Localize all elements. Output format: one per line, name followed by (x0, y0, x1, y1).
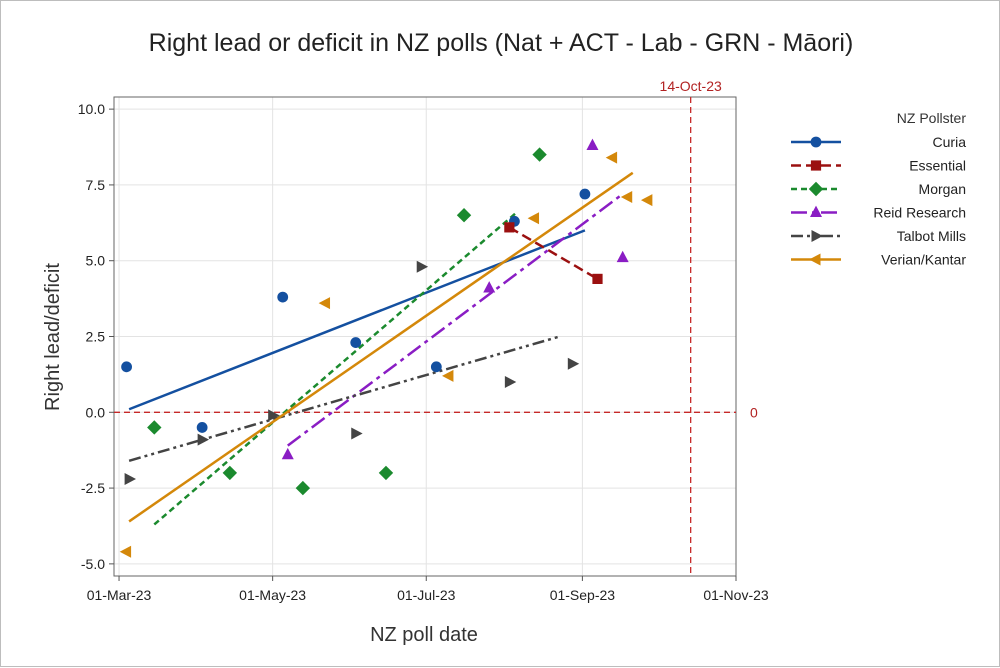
x-tick-label: 01-May-23 (239, 587, 306, 603)
data-point-essential (504, 222, 515, 233)
x-tick-label: 01-Mar-23 (87, 587, 152, 603)
data-point-morgan (456, 208, 472, 223)
trend-line-reid-research (287, 193, 624, 447)
legend: NZ Pollster Curia Essential Morgan Reid Res… (791, 110, 966, 268)
data-point-morgan (222, 465, 238, 481)
data-point-verian-kantar (605, 151, 618, 164)
data-point-reid-research (616, 250, 629, 263)
axis-ticks: 01-Mar-23 01-May-23 01-Jul-23 01-Sep-23 01-N… (78, 101, 769, 603)
data-point-reid-research (281, 447, 294, 460)
legend-label-morgan: Morgan (919, 181, 966, 197)
data-point-curia (430, 361, 442, 373)
legend-label-reid-research: Reid Research (873, 205, 966, 221)
y-tick-label: 0.0 (86, 404, 106, 420)
data-point-curia (121, 361, 132, 373)
trend-line-curia (128, 229, 586, 411)
legend-marker-reid-research (810, 205, 822, 217)
data-point-talbot-mills (567, 357, 580, 370)
y-tick-label: 5.0 (86, 253, 106, 269)
data-markers (119, 138, 653, 558)
trend-line-essential (508, 226, 599, 280)
legend-marker-morgan (808, 181, 824, 197)
x-tick-label: 01-Nov-23 (703, 587, 769, 603)
data-point-reid-research (586, 138, 599, 151)
data-point-morgan (532, 147, 547, 162)
legend-marker-verian-kantar (809, 253, 821, 266)
data-point-verian-kantar (640, 194, 653, 207)
legend-label-verian-kantar: Verian/Kantar (881, 252, 966, 268)
data-point-talbot-mills (124, 472, 137, 485)
data-point-morgan (147, 420, 162, 435)
data-point-curia (277, 291, 289, 303)
data-point-essential (592, 273, 603, 284)
data-point-verian-kantar (620, 191, 633, 204)
data-point-verian-kantar (318, 297, 331, 310)
x-tick-label: 01-Sep-23 (550, 587, 616, 603)
legend-marker-curia (810, 136, 822, 148)
reference-label-election-date: 14-Oct-23 (660, 78, 722, 94)
y-tick-label: 7.5 (86, 177, 106, 193)
legend-label-essential: Essential (909, 158, 966, 174)
legend-marker-talbot-mills (811, 230, 823, 242)
trend-line-verian-kantar (128, 171, 634, 523)
trend-line-morgan (153, 211, 518, 526)
data-point-morgan (378, 465, 394, 481)
data-point-verian-kantar (527, 212, 540, 225)
trend-line-talbot-mills (128, 335, 561, 462)
legend-title: NZ Pollster (897, 110, 967, 126)
data-point-talbot-mills (504, 375, 517, 388)
data-point-verian-kantar (119, 545, 132, 558)
y-tick-label: 10.0 (78, 101, 105, 117)
data-point-talbot-mills (197, 433, 210, 446)
data-point-morgan (295, 480, 311, 496)
legend-marker-essential (810, 160, 822, 171)
x-axis-label: NZ poll date (370, 624, 478, 646)
data-point-talbot-mills (416, 260, 429, 273)
data-point-curia (350, 337, 362, 348)
reference-label-zero: 0 (750, 404, 758, 420)
y-tick-label: 2.5 (86, 329, 106, 345)
y-axis-label: Right lead/deficit (42, 263, 64, 411)
data-point-verian-kantar (442, 369, 454, 382)
y-tick-label: -2.5 (81, 480, 105, 496)
data-point-reid-research (483, 281, 496, 293)
legend-label-talbot-mills: Talbot Mills (897, 228, 966, 244)
grid (114, 97, 737, 576)
data-point-curia (196, 422, 208, 433)
data-point-curia (579, 188, 591, 200)
data-point-talbot-mills (268, 409, 280, 422)
legend-label-curia: Curia (933, 134, 967, 150)
reference-lines: 14-Oct-23 0 (114, 78, 758, 576)
y-tick-label: -5.0 (81, 556, 105, 572)
trend-lines (128, 171, 634, 526)
data-point-talbot-mills (351, 427, 363, 440)
x-tick-label: 01-Jul-23 (397, 587, 456, 603)
chart-title: Right lead or deficit in NZ polls (Nat +… (149, 29, 854, 57)
